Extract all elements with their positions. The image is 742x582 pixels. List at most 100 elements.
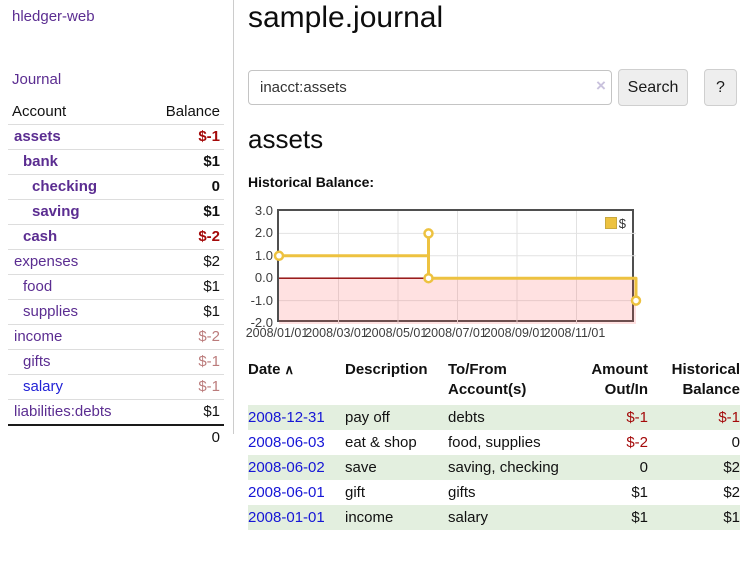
- account-link[interactable]: saving: [32, 203, 80, 220]
- register-row: 2008-06-01 gift gifts $1 $2: [248, 480, 740, 505]
- account-row: checking 0: [8, 174, 224, 200]
- transaction-accounts: gifts: [448, 484, 476, 501]
- transaction-date-link[interactable]: 2008-01-01: [248, 509, 325, 526]
- register-row: 2008-06-02 save saving, checking 0 $2: [248, 455, 740, 480]
- transaction-amount: $-2: [626, 434, 648, 451]
- transaction-amount: $1: [631, 484, 648, 501]
- column-header-date[interactable]: Date ∧: [248, 361, 295, 378]
- account-link[interactable]: expenses: [14, 253, 79, 270]
- account-balance: 0: [211, 178, 220, 195]
- x-tick: 2008/03/01: [305, 326, 368, 340]
- sort-asc-icon: ∧: [284, 362, 295, 377]
- transaction-date-link[interactable]: 2008-06-01: [248, 484, 325, 501]
- account-row: assets $-1: [8, 124, 224, 150]
- clear-search-icon[interactable]: ×: [596, 76, 606, 95]
- x-tick: 2008/05/01: [364, 326, 428, 340]
- help-button[interactable]: ?: [704, 69, 737, 106]
- account-balance: $1: [203, 278, 220, 295]
- y-tick: 3.0: [254, 203, 273, 218]
- account-balance: $-2: [198, 328, 220, 345]
- account-balance: $1: [203, 153, 220, 170]
- column-header-balance: Historical Balance: [671, 361, 740, 398]
- account-row: food $1: [8, 274, 224, 300]
- accounts-header-balance: Balance: [165, 103, 220, 120]
- account-row: income $-2: [8, 324, 224, 350]
- account-balance: $-1: [198, 353, 220, 370]
- y-tick: -1.0: [250, 293, 273, 308]
- register-row: 2008-06-03 eat & shop food, supplies $-2…: [248, 430, 740, 455]
- accounts-total: 0: [211, 429, 220, 446]
- x-tick: 2008/07/01: [424, 326, 487, 340]
- account-balance: $1: [203, 203, 220, 220]
- search-input[interactable]: [248, 70, 612, 105]
- transaction-accounts: food, supplies: [448, 434, 541, 451]
- transaction-date-link[interactable]: 2008-06-02: [248, 459, 325, 476]
- accounts-table: Account Balance assets $-1 bank $1 check…: [8, 100, 224, 450]
- sidebar-item-journal[interactable]: Journal: [12, 71, 62, 88]
- account-link[interactable]: salary: [23, 378, 64, 395]
- brand-link[interactable]: hledger-web: [12, 8, 95, 25]
- y-tick: 2.0: [254, 225, 273, 240]
- chart-title: Historical Balance:: [248, 174, 375, 190]
- account-link[interactable]: income: [14, 328, 63, 345]
- accounts-total-row: 0: [8, 425, 224, 450]
- sidebar: hledger-web Journal Account Balance asse…: [0, 0, 233, 582]
- page-title: sample.journal: [248, 1, 444, 34]
- account-row: supplies $1: [8, 299, 224, 325]
- search-button[interactable]: Search: [618, 69, 688, 106]
- account-link[interactable]: gifts: [23, 353, 51, 370]
- account-link[interactable]: supplies: [23, 303, 79, 320]
- column-header-description: Description: [345, 361, 428, 378]
- x-tick: 2008/11/01: [543, 326, 606, 340]
- account-link[interactable]: assets: [14, 128, 61, 145]
- sidebar-divider: [233, 0, 234, 434]
- account-row: cash $-2: [8, 224, 224, 250]
- account-row: gifts $-1: [8, 349, 224, 375]
- account-link[interactable]: liabilities:debts: [14, 403, 112, 420]
- y-tick: 0.0: [254, 270, 273, 285]
- data-point-markers: [273, 228, 642, 306]
- transaction-balance: $-1: [718, 409, 740, 426]
- account-balance: $-1: [198, 378, 220, 395]
- balance-series-line: [279, 231, 638, 301]
- transaction-balance: $1: [723, 509, 740, 526]
- legend-swatch: [604, 217, 617, 229]
- chart-plot-area: $: [273, 209, 642, 324]
- account-balance: $-2: [198, 228, 220, 245]
- transaction-description: gift: [345, 484, 366, 501]
- chart-legend: $: [604, 215, 626, 231]
- transaction-balance: $2: [723, 459, 740, 476]
- transaction-amount: $1: [631, 509, 648, 526]
- transaction-amount: $-1: [626, 409, 648, 426]
- account-row: saving $1: [8, 199, 224, 225]
- x-tick: 2008/09/01: [483, 326, 547, 340]
- account-link[interactable]: food: [23, 278, 53, 295]
- balance-line-chart-svg: [273, 211, 642, 324]
- transaction-date-link[interactable]: 2008-12-31: [248, 409, 325, 426]
- account-heading: assets: [248, 124, 324, 154]
- y-tick: -2.0: [250, 315, 273, 330]
- transaction-balance: $2: [723, 484, 740, 501]
- account-link[interactable]: bank: [23, 153, 59, 170]
- account-balance: $1: [203, 403, 220, 420]
- account-balance: $1: [203, 303, 220, 320]
- transaction-accounts: salary: [448, 509, 489, 526]
- negative-region: [279, 278, 636, 324]
- register-row: 2008-01-01 income salary $1 $1: [248, 505, 740, 530]
- transaction-accounts: saving, checking: [448, 459, 559, 476]
- transaction-description: eat & shop: [345, 434, 417, 451]
- transaction-amount: 0: [639, 459, 648, 476]
- legend-label: $: [618, 215, 626, 231]
- x-tick: 2008/01/01: [245, 326, 309, 340]
- column-header-amount: Amount Out/In: [591, 361, 648, 398]
- account-row: salary $-1: [8, 374, 224, 400]
- register-table: Date ∧ Description To/From Account(s) Amo…: [248, 358, 740, 530]
- account-link[interactable]: checking: [32, 178, 98, 195]
- account-link[interactable]: cash: [23, 228, 58, 245]
- account-row: liabilities:debts $1: [8, 399, 224, 426]
- transaction-accounts: debts: [448, 409, 485, 426]
- transaction-date-link[interactable]: 2008-06-03: [248, 434, 325, 451]
- account-row: bank $1: [8, 149, 224, 175]
- account-balance: $2: [203, 253, 220, 270]
- column-header-accounts: To/From Account(s): [448, 361, 527, 398]
